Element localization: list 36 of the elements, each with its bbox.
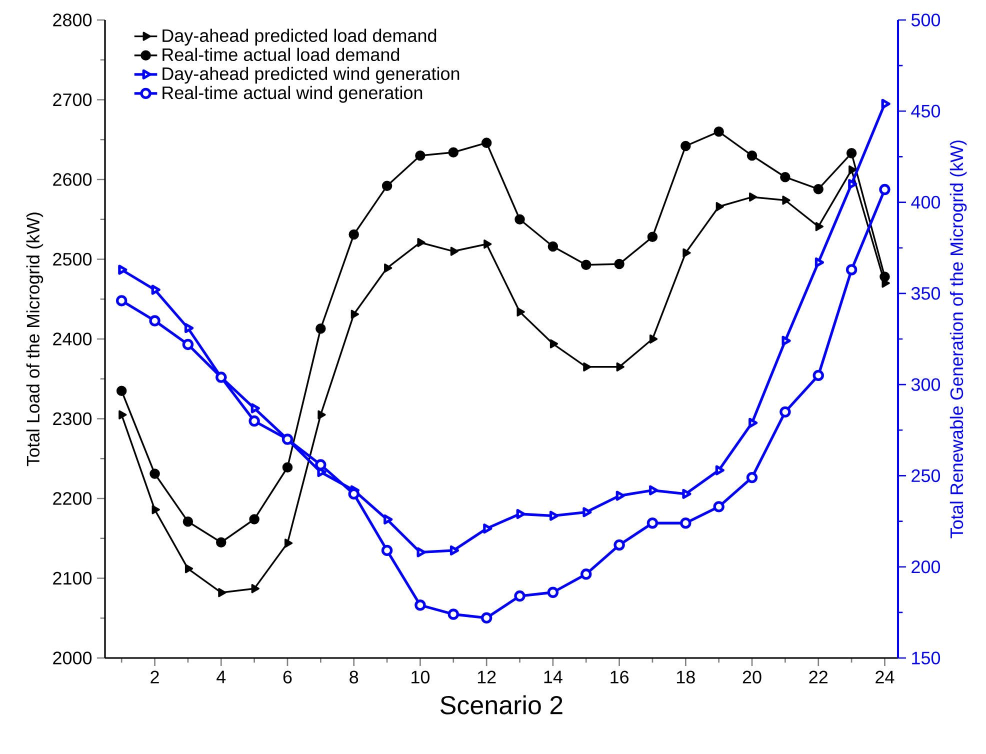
y-tick-label: 2200 xyxy=(53,492,92,505)
x-tick-label: 2 xyxy=(150,670,159,684)
x-axis-title: Scenario 2 xyxy=(440,695,562,714)
y2-tick-label: 450 xyxy=(911,104,940,118)
x-tick-label: 20 xyxy=(742,670,762,684)
x-tick-label: 4 xyxy=(216,670,226,684)
x-tick-label: 12 xyxy=(478,670,496,684)
x-tick-label: 16 xyxy=(610,670,629,684)
y2-tick-label: 400 xyxy=(911,196,940,209)
y-tick-label: 2300 xyxy=(53,412,92,426)
y2-tick-label: 200 xyxy=(912,560,940,574)
y2-tick-label: 300 xyxy=(911,378,940,391)
y2-tick-label: 500 xyxy=(911,14,940,26)
x-tick-label: 8 xyxy=(350,670,358,684)
y-tick-label: 2000 xyxy=(53,652,92,664)
y2-tick-label: 150 xyxy=(912,652,940,664)
y-tick-label: 2100 xyxy=(53,572,92,585)
y2-tick-label: 350 xyxy=(911,287,940,300)
y2-tick-label: 250 xyxy=(912,469,940,482)
x-tick-label: 10 xyxy=(412,670,430,684)
y2-axis-title: Total Renewable Generation of the Microgrid (kW) xyxy=(950,140,967,538)
legend-label: Real-time actual wind generation xyxy=(162,86,422,103)
legend-label: Real-time actual load demand xyxy=(162,48,400,62)
y-tick-label: 2400 xyxy=(53,332,92,346)
y-tick-label: 2700 xyxy=(53,93,92,106)
x-tick-label: 22 xyxy=(809,670,828,684)
y-axis-title: Total Load of the Microgrid (kW) xyxy=(26,212,44,466)
x-tick-label: 24 xyxy=(876,670,894,684)
y-tick-label: 2500 xyxy=(53,252,92,266)
y-tick-label: 2600 xyxy=(53,173,92,186)
x-tick-label: 18 xyxy=(677,670,695,684)
legend-label: Day-ahead predicted load demand xyxy=(162,28,436,46)
x-tick-label: 14 xyxy=(544,670,562,684)
y-tick-label: 2800 xyxy=(53,14,92,26)
x-tick-label: 6 xyxy=(283,670,292,684)
legend-label: Day-ahead predicted wind generation xyxy=(162,66,460,84)
